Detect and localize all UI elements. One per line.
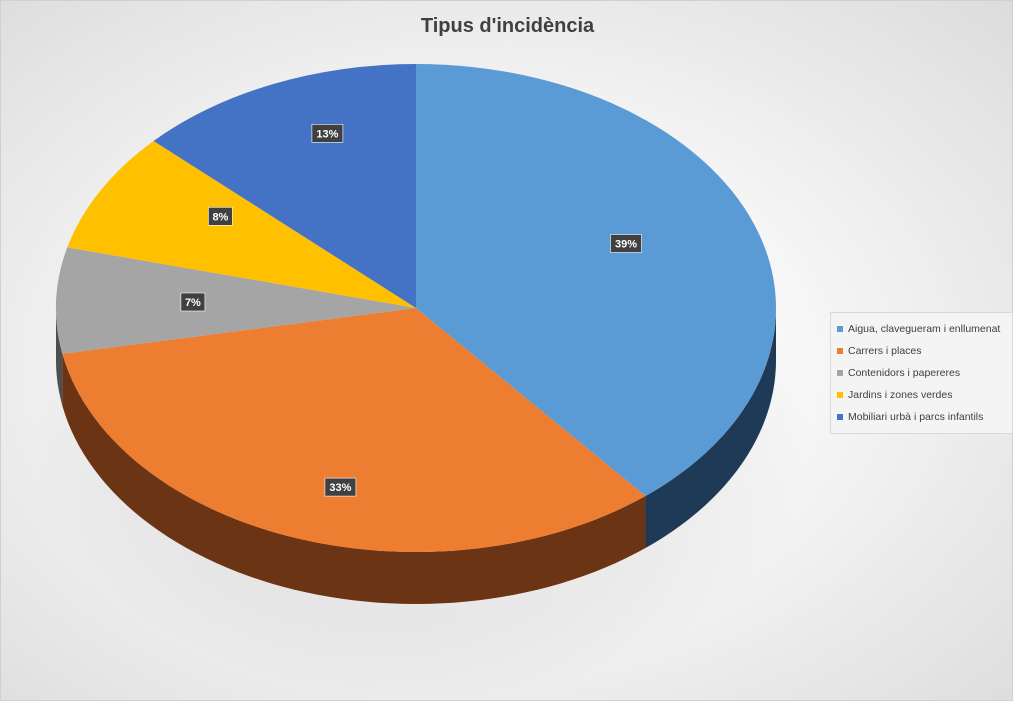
data-label-box	[610, 234, 642, 253]
chart-title: Tipus d'incidència	[420, 15, 595, 37]
pie-slice-3	[67, 140, 416, 308]
data-label-box	[180, 292, 206, 312]
legend-item: Contenidors i papereres	[831, 362, 1012, 384]
data-label-text: 39%	[615, 239, 637, 251]
pie-slice-2	[56, 247, 417, 354]
legend-label: Contenidors i papereres	[848, 367, 961, 379]
pie-slice-4	[153, 64, 416, 308]
data-label-text: 33%	[329, 482, 351, 494]
data-label-3: 8%	[208, 207, 233, 226]
legend-swatch	[837, 414, 843, 420]
data-label-box	[208, 207, 233, 226]
legend-item: Aigua, clavegueram i enllumenat	[831, 318, 1012, 340]
legend-swatch	[837, 326, 843, 332]
legend-swatch	[837, 370, 843, 376]
legend-label: Jardins i zones verdes	[848, 389, 953, 401]
legend-swatch	[837, 348, 843, 354]
legend-swatch	[837, 392, 843, 398]
pie-data-labels: 39% 33% 7% 8% 13%	[180, 124, 642, 497]
legend-item: Jardins i zones verdes	[831, 384, 1012, 406]
legend-item: Mobiliari urbà i parcs infantils	[831, 406, 1012, 428]
data-label-0: 39%	[610, 234, 642, 253]
legend-item: Carrers i places	[831, 340, 1012, 362]
data-label-2: 7%	[180, 292, 206, 312]
data-label-box	[324, 477, 357, 497]
data-label-4: 13%	[311, 124, 344, 143]
pie-side-1	[62, 353, 646, 604]
legend-label: Aigua, clavegueram i enllumenat	[848, 323, 1001, 335]
data-label-text: 8%	[212, 211, 228, 223]
pie-side-2	[56, 308, 63, 406]
pie-tops	[56, 64, 777, 553]
pie-sides	[56, 308, 776, 604]
data-label-1: 33%	[324, 477, 357, 497]
data-label-text: 13%	[316, 128, 338, 140]
pie-slice-1	[62, 308, 646, 553]
legend-label: Mobiliari urbà i parcs infantils	[848, 411, 984, 423]
chart-legend: Aigua, clavegueram i enllumenat Carrers i…	[830, 312, 1013, 434]
pie-side-0	[645, 308, 776, 549]
legend-label: Carrers i places	[848, 345, 922, 357]
pie-slice-0	[416, 64, 777, 497]
data-label-text: 7%	[185, 297, 201, 309]
data-label-box	[311, 124, 344, 143]
